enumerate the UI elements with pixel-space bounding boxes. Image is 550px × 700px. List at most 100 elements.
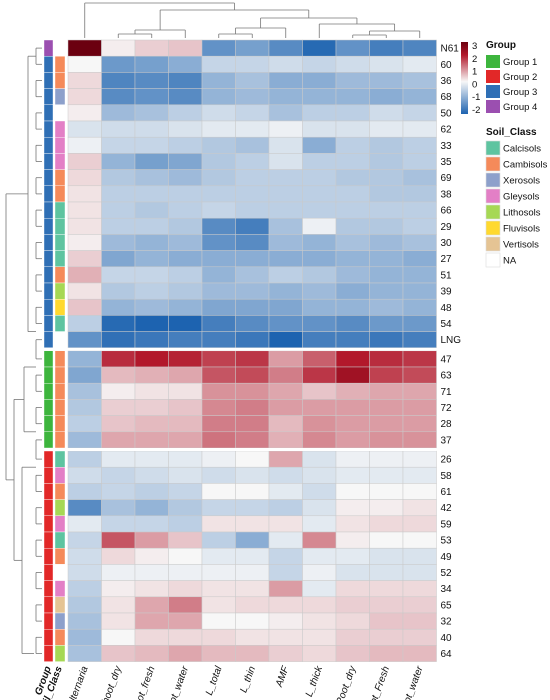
heatmap-cell bbox=[369, 431, 404, 449]
heatmap-cell bbox=[201, 331, 236, 349]
heatmap-cell bbox=[335, 628, 370, 646]
heatmap-cell bbox=[101, 515, 136, 533]
heatmap-cell bbox=[134, 628, 169, 646]
heatmap-cell bbox=[235, 399, 270, 416]
soil-annotation-cell bbox=[54, 531, 66, 549]
heatmap-cell bbox=[134, 564, 169, 581]
heatmap-cell bbox=[335, 169, 370, 187]
heatmap-cell bbox=[67, 120, 102, 138]
legend-label: NA bbox=[503, 256, 517, 267]
heatmap-cell bbox=[268, 580, 303, 598]
heatmap-cell bbox=[168, 564, 203, 581]
legend-label: Group 3 bbox=[503, 87, 537, 98]
heatmap-cell bbox=[134, 234, 169, 251]
heatmap-cell bbox=[134, 55, 169, 73]
heatmap-cell bbox=[335, 382, 370, 400]
heatmap-cell bbox=[302, 104, 337, 122]
row-label: 37 bbox=[441, 435, 453, 446]
heatmap-cell bbox=[268, 331, 303, 349]
heatmap-cell bbox=[235, 250, 270, 268]
legend-swatch bbox=[486, 55, 500, 68]
heatmap-cell bbox=[302, 136, 337, 154]
heatmap-cell bbox=[101, 483, 136, 500]
heatmap-cell bbox=[369, 466, 404, 484]
heatmap-cell bbox=[402, 201, 437, 219]
heatmap-cell bbox=[201, 39, 236, 57]
group-annotation-cell bbox=[43, 234, 54, 251]
heatmap-cell bbox=[67, 201, 102, 219]
heatmap-cell bbox=[302, 217, 337, 235]
heatmap-cell bbox=[201, 298, 236, 316]
heatmap-cell bbox=[67, 515, 102, 533]
heatmap-cell bbox=[402, 499, 437, 517]
heatmap-cell bbox=[101, 282, 136, 300]
row-label: 62 bbox=[441, 125, 453, 136]
heatmap-cell bbox=[101, 499, 136, 517]
heatmap-cell bbox=[235, 104, 270, 122]
group-annotation-cell bbox=[43, 153, 54, 170]
heatmap-cell bbox=[67, 564, 102, 581]
heatmap-cell bbox=[302, 250, 337, 268]
legend-swatch bbox=[485, 252, 501, 268]
heatmap-cell bbox=[235, 499, 270, 517]
heatmap-cell bbox=[302, 628, 337, 646]
heatmap-cell bbox=[67, 250, 102, 268]
heatmap-cell bbox=[101, 217, 136, 235]
column-label: Root_Fresh bbox=[364, 664, 392, 700]
heatmap-cell bbox=[235, 39, 270, 57]
soil-annotation-cell bbox=[54, 483, 66, 500]
heatmap-cell bbox=[67, 483, 102, 500]
group-annotation-cell bbox=[43, 120, 54, 138]
heatmap-cell bbox=[268, 104, 303, 122]
heatmap-cell bbox=[302, 120, 337, 138]
heatmap-cell bbox=[268, 120, 303, 138]
column-label: Alternaria bbox=[65, 664, 90, 700]
group-annotation-cell bbox=[43, 315, 54, 332]
heatmap-cell bbox=[369, 298, 404, 316]
heatmap-cell bbox=[201, 234, 236, 251]
heatmap-cell bbox=[201, 136, 236, 154]
soil-annotation-cell bbox=[54, 250, 66, 268]
heatmap-cell bbox=[201, 531, 236, 549]
row-label: 39 bbox=[441, 287, 453, 298]
heatmap-cell bbox=[168, 399, 203, 416]
heatmap-cell bbox=[67, 217, 102, 235]
soil-annotation-cell bbox=[54, 153, 66, 170]
heatmap-cell bbox=[67, 580, 102, 598]
heatmap-cell bbox=[402, 298, 437, 316]
row-label: 47 bbox=[441, 354, 453, 365]
column-labels: Alternaria Shoot_dry Shoot_fresh Shoot_wate… bbox=[65, 664, 426, 700]
heatmap-cell bbox=[268, 612, 303, 630]
row-label: 72 bbox=[441, 403, 453, 414]
soil-annotation-cell bbox=[54, 56, 66, 73]
heatmap-cell bbox=[268, 153, 303, 170]
heatmap-cell bbox=[335, 72, 370, 89]
heatmap-cell bbox=[235, 645, 270, 662]
heatmap-cell bbox=[335, 350, 370, 368]
heatmap-cell bbox=[235, 185, 270, 203]
row-label: 36 bbox=[441, 76, 453, 87]
heatmap-cell bbox=[201, 217, 236, 235]
heatmap-cell bbox=[369, 596, 404, 614]
heatmap-cell bbox=[134, 72, 169, 89]
heatmap-cell bbox=[67, 466, 102, 484]
heatmap-cell bbox=[201, 120, 236, 138]
column-label: L_thick bbox=[304, 664, 326, 698]
legend-label: Group 4 bbox=[503, 102, 537, 113]
soil-annotation-cell bbox=[54, 234, 66, 251]
heatmap-cell bbox=[201, 483, 236, 500]
group-annotation-cell bbox=[43, 596, 54, 614]
heatmap-cell bbox=[302, 431, 337, 449]
heatmap-cell bbox=[168, 415, 203, 433]
color-scale-bar bbox=[461, 42, 468, 114]
color-scale-tick: 0 bbox=[472, 79, 477, 90]
group-annotation-cell bbox=[43, 299, 54, 316]
heatmap-cell bbox=[235, 415, 270, 433]
group-annotation-cell bbox=[43, 483, 54, 500]
heatmap-cell bbox=[268, 298, 303, 316]
soil-annotation-cell bbox=[54, 104, 66, 122]
heatmap-cell bbox=[302, 366, 337, 384]
heatmap-cell bbox=[335, 547, 370, 565]
heatmap-cells bbox=[40, 39, 437, 662]
heatmap-cell bbox=[67, 645, 102, 662]
